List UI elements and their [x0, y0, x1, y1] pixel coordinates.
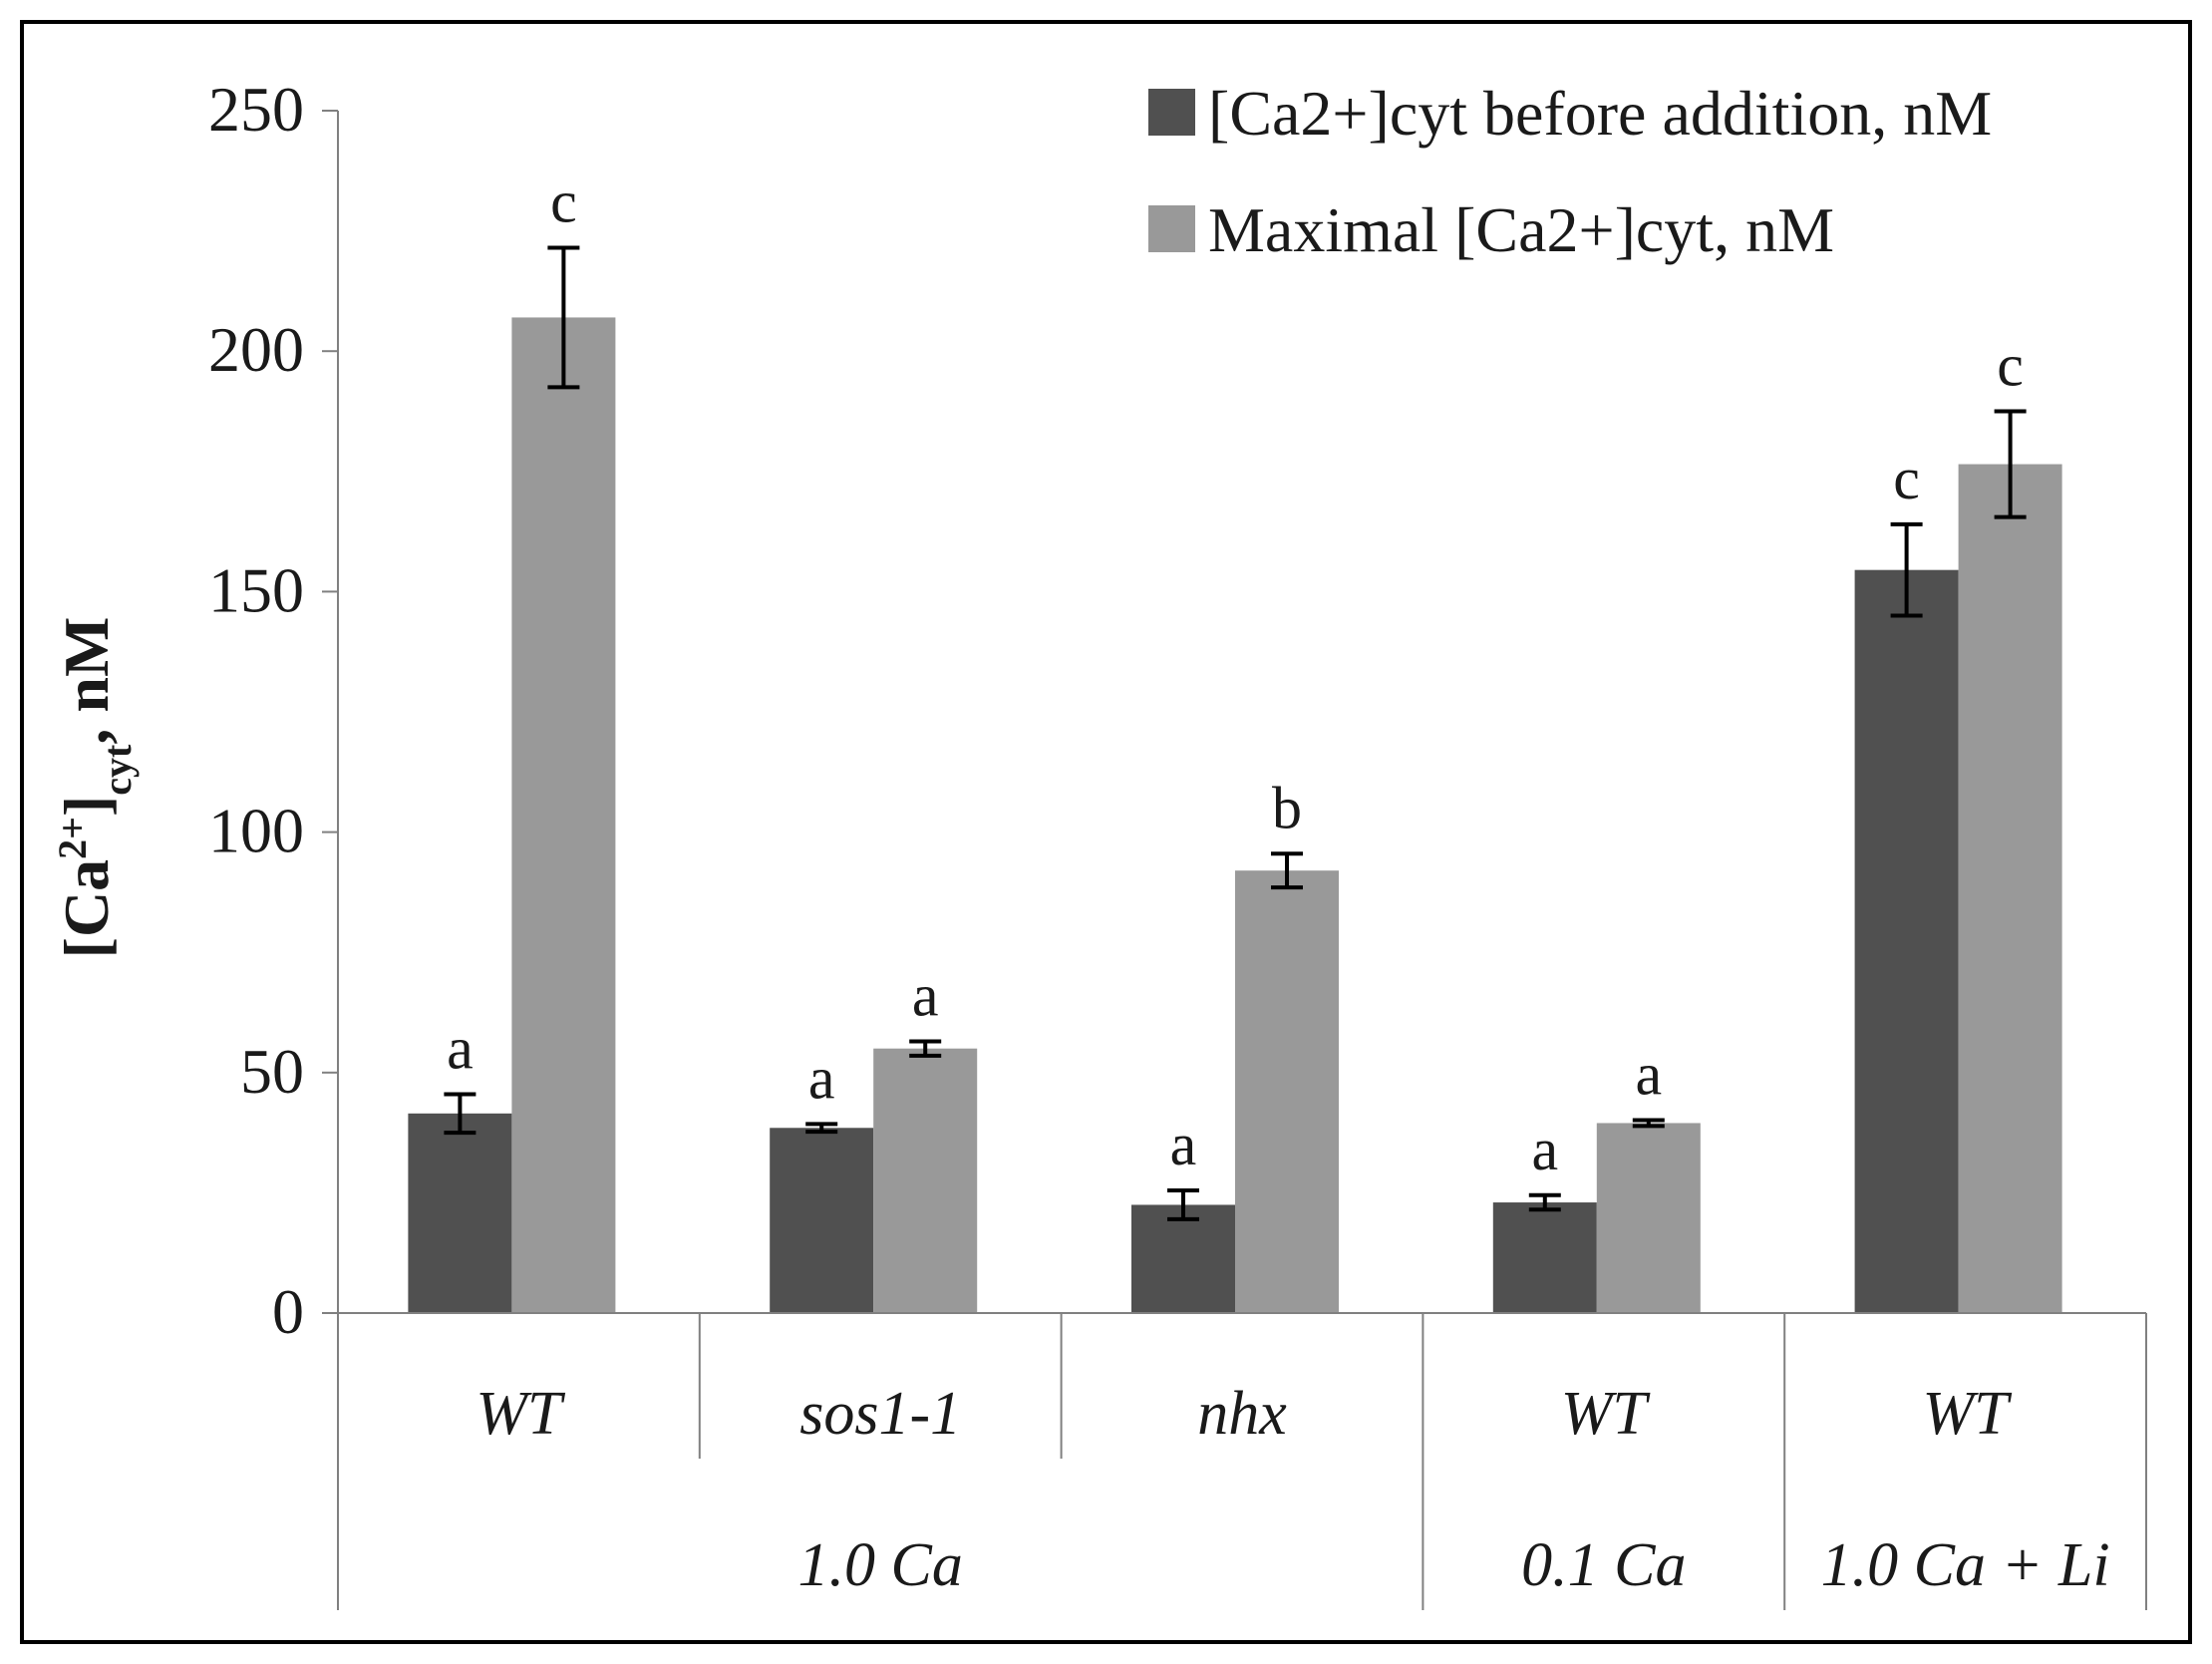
- bar-layer: [408, 317, 2062, 1314]
- legend-swatch-maximal: [1148, 205, 1195, 252]
- significance-letter: b: [1272, 775, 1302, 840]
- significance-letter: c: [550, 168, 577, 234]
- group-label: 1.0 Ca: [798, 1531, 963, 1599]
- legend: [Ca2+]cyt before addition, nM Maximal [Ca…: [1148, 78, 1992, 265]
- y-tick-label: 250: [208, 74, 304, 145]
- bar-before: [408, 1113, 512, 1313]
- significance-letter: a: [447, 1016, 474, 1082]
- category-label: nhx: [1197, 1380, 1287, 1448]
- y-tick-label: 150: [208, 554, 304, 625]
- y-axis-title: [Ca2+]cyt, nM: [50, 617, 140, 959]
- significance-letter: a: [912, 962, 939, 1028]
- error-bar-layer: [444, 245, 2027, 1221]
- significance-letter: a: [1531, 1117, 1558, 1182]
- bar-before: [1854, 569, 1959, 1313]
- category-label: WT: [1923, 1380, 2014, 1448]
- bar-maximal: [1958, 464, 2062, 1314]
- category-label: WT: [1561, 1380, 1652, 1448]
- y-tick-label: 50: [240, 1036, 304, 1107]
- bar-before: [1131, 1204, 1235, 1313]
- category-label: sos1-1: [799, 1380, 961, 1448]
- x-axis: WT sos1-1 nhx WT WT 1.0 Ca 0.1 Ca 1.0 Ca + Li: [322, 1312, 2147, 1610]
- bar-maximal: [1235, 870, 1339, 1313]
- y-tick-label: 200: [208, 314, 304, 385]
- bar-before: [1492, 1202, 1597, 1313]
- significance-letter-layer: a c a a a b a a c c: [447, 168, 2024, 1181]
- y-axis-title-subscript: cyt: [95, 744, 140, 796]
- y-axis-title-superscript: 2+: [50, 817, 95, 859]
- significance-letter: a: [808, 1045, 835, 1111]
- significance-letter: c: [1893, 446, 1920, 511]
- significance-letter: a: [1635, 1042, 1662, 1108]
- significance-letter: c: [1997, 333, 2024, 399]
- y-axis-title-prefix: [Ca: [51, 859, 122, 959]
- bar-maximal: [511, 317, 616, 1313]
- bar-maximal: [873, 1048, 978, 1313]
- legend-label-before: [Ca2+]cyt before addition, nM: [1208, 78, 1992, 149]
- legend-label-maximal: Maximal [Ca2+]cyt, nM: [1208, 194, 1834, 265]
- chart-frame: [20, 20, 2192, 1644]
- bar-maximal: [1596, 1123, 1701, 1313]
- group-label: 1.0 Ca + Li: [1821, 1531, 2110, 1599]
- legend-swatch-before: [1148, 89, 1195, 136]
- category-label: WT: [475, 1380, 566, 1448]
- y-axis-title-close: ]: [51, 796, 122, 817]
- y-tick-label: 0: [272, 1276, 304, 1347]
- y-axis: 0 50 100 150 200 250: [208, 74, 339, 1347]
- y-axis-title-suffix: , nM: [51, 617, 122, 745]
- significance-letter: a: [1170, 1112, 1197, 1177]
- group-label: 0.1 Ca: [1521, 1531, 1686, 1599]
- y-tick-label: 100: [208, 796, 304, 866]
- bar-before: [770, 1128, 874, 1313]
